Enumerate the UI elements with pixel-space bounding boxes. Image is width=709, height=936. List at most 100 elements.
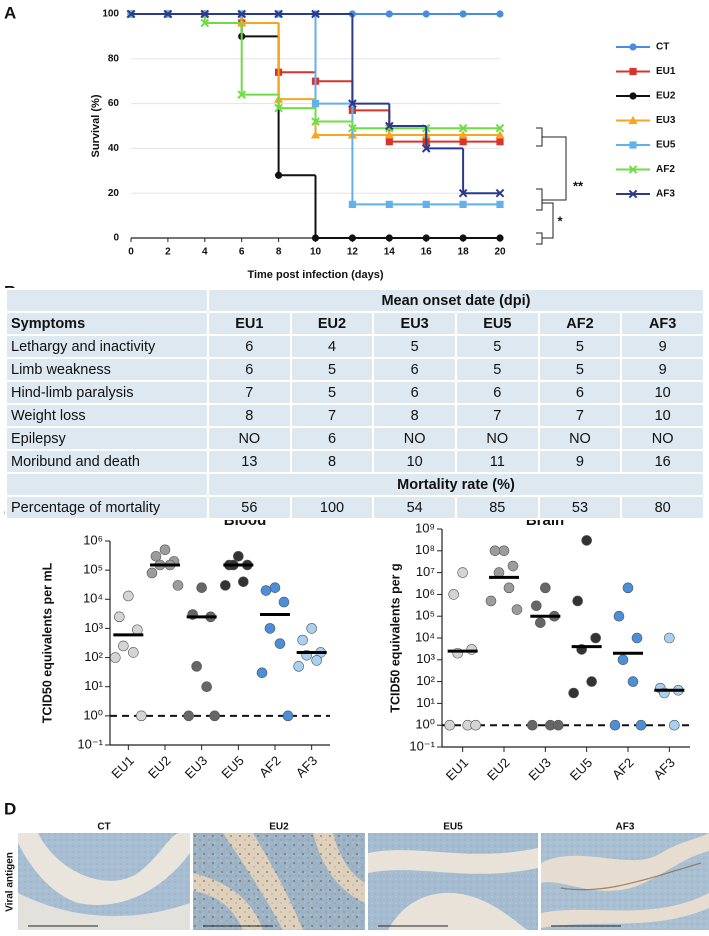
y-axis-label: TCID50 equivalents per g xyxy=(388,563,402,712)
table-cell xyxy=(5,472,209,497)
marker xyxy=(237,18,247,27)
table-cell: 6 xyxy=(372,380,457,405)
marker xyxy=(422,10,430,18)
marker xyxy=(126,9,136,19)
y-tick-label: 10³ xyxy=(416,651,435,666)
table-cell: 80 xyxy=(620,495,705,520)
table-cell: 5 xyxy=(537,334,623,359)
marker xyxy=(274,103,283,113)
marker xyxy=(311,100,320,108)
table-cell: 5 xyxy=(289,380,375,405)
y-tick-label: 10⁻¹ xyxy=(77,736,103,751)
table-cell: Hind-limb paralysis xyxy=(5,380,209,405)
legend-marker xyxy=(629,43,637,51)
table-row: Mortality rate (%) xyxy=(5,472,705,497)
data-point xyxy=(306,623,317,634)
data-point xyxy=(531,600,542,612)
marker xyxy=(459,10,467,18)
y-tick-label: 10¹ xyxy=(416,695,435,710)
x-tick-label: 4 xyxy=(202,247,208,258)
marker xyxy=(422,200,430,208)
marker xyxy=(348,234,356,242)
marker xyxy=(422,234,430,242)
x-tick-label: 8 xyxy=(276,247,282,258)
histology-label: AF3 xyxy=(616,822,635,833)
table-row: Moribund and death 13 8 10 11 9 16 xyxy=(5,449,705,474)
table-cell: 10 xyxy=(372,449,457,474)
data-point xyxy=(256,667,268,679)
data-point xyxy=(568,687,579,699)
y-tick-label: 10⁶ xyxy=(83,532,103,547)
panel-label: A xyxy=(4,3,16,22)
data-point xyxy=(485,595,497,607)
marker xyxy=(384,121,394,131)
table-cell: 7 xyxy=(537,403,623,428)
data-point xyxy=(209,710,220,722)
x-tick-label: EU3 xyxy=(182,753,210,781)
y-tick-label: 10⁷ xyxy=(416,564,435,579)
table-row: Weight loss 8 7 8 7 7 10 xyxy=(5,403,705,428)
table-cell: 5 xyxy=(372,334,457,359)
data-point xyxy=(269,582,281,593)
marker xyxy=(274,9,283,19)
legend-label: EU5 xyxy=(656,140,676,151)
table-cell: 5 xyxy=(537,357,623,382)
data-point xyxy=(293,661,304,672)
data-point xyxy=(159,544,171,556)
marker xyxy=(385,138,393,146)
data-point xyxy=(553,719,564,731)
data-point xyxy=(136,710,147,722)
data-point xyxy=(498,545,510,557)
data-point xyxy=(470,719,481,731)
data-point xyxy=(664,632,675,644)
marker xyxy=(237,9,247,19)
data-point xyxy=(511,604,523,615)
data-point xyxy=(489,545,501,557)
table-row: Percentage of mortality 56 100 54 85 53 80 xyxy=(5,495,705,520)
y-tick-label: 10⁹ xyxy=(415,520,435,535)
histology-label: CT xyxy=(97,822,110,833)
x-tick-label: EU5 xyxy=(567,755,595,783)
marker xyxy=(275,171,283,179)
table-row: Limb weakness 6 5 6 5 5 9 xyxy=(5,357,705,382)
x-axis-label: Time post infection (days) xyxy=(247,269,383,281)
legend-label: EU3 xyxy=(656,115,676,126)
table-cell: 6 xyxy=(372,357,457,382)
table-cell: 5 xyxy=(454,357,540,382)
x-tick-label: AF2 xyxy=(256,753,283,780)
x-tick-label: 16 xyxy=(421,247,433,258)
marker xyxy=(495,188,505,198)
legend-label: CT xyxy=(656,42,669,53)
data-point xyxy=(527,719,538,731)
table-cell: Weight loss xyxy=(5,403,209,428)
table-cell: 10 xyxy=(620,403,705,428)
legend-marker xyxy=(628,165,638,174)
marker xyxy=(311,234,320,242)
data-point xyxy=(622,582,634,594)
y-tick-label: 10³ xyxy=(84,620,103,635)
data-point xyxy=(278,596,290,608)
data-point xyxy=(311,655,322,666)
data-point xyxy=(274,638,286,649)
data-point xyxy=(282,710,294,722)
table-cell: 9 xyxy=(620,334,705,359)
table-cell: 6 xyxy=(454,380,540,405)
marker xyxy=(459,234,467,242)
marker xyxy=(496,200,504,208)
data-point xyxy=(535,617,546,629)
table-cell: 7 xyxy=(454,403,540,428)
marker xyxy=(496,234,504,242)
data-point xyxy=(172,580,184,591)
data-point xyxy=(631,632,643,644)
table-cell: EU2 xyxy=(289,311,375,336)
legend-label: AF3 xyxy=(656,189,675,200)
legend-label: EU1 xyxy=(656,66,676,77)
marker xyxy=(496,10,504,18)
marker xyxy=(200,9,210,19)
data-point xyxy=(123,590,134,602)
legend-marker xyxy=(629,67,637,76)
data-point xyxy=(617,654,629,666)
data-point xyxy=(586,676,597,687)
y-tick-label: 10⁵ xyxy=(415,608,435,623)
